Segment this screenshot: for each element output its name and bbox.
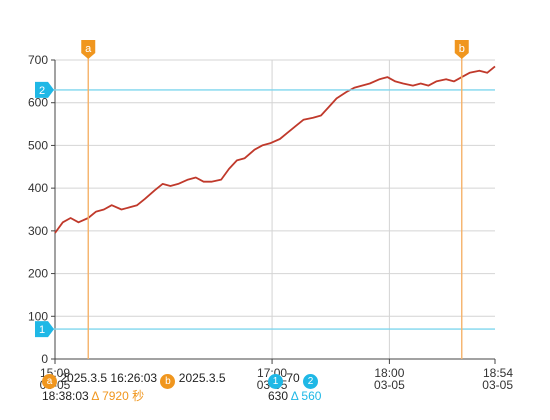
hline-flag-2: [35, 81, 54, 98]
time-readout: a 2025.3.5 16:26:03 b 2025.3.5 18:38:03 …: [42, 371, 226, 404]
x-tick-label: 18:00: [374, 366, 404, 380]
vline-flag-a: [81, 40, 96, 59]
time-b-clock: 18:38:03: [42, 389, 89, 403]
hline-flag-label: 1: [39, 324, 45, 336]
series-line: [54, 65, 496, 234]
y-tick-label: 100: [28, 309, 48, 323]
hline-1-value: 70: [286, 371, 300, 385]
value-readout: 1 70 2 630 Δ 560: [268, 371, 321, 404]
y-tick-label: 500: [28, 138, 48, 152]
series-layer: [54, 65, 496, 234]
y-tick-label: 600: [28, 96, 48, 110]
vline-flag-b: [454, 40, 469, 59]
y-tick-label: 400: [28, 181, 48, 195]
hline-flag-1: [35, 321, 54, 338]
grid-lines: [55, 59, 495, 359]
vline-flag-label: a: [85, 43, 92, 55]
time-b-date: 2025.3.5: [178, 371, 226, 385]
hline-2-badge: 2: [303, 374, 319, 389]
x-tick-date-label: 03-05: [482, 378, 513, 392]
hline-2-value: 630: [268, 389, 289, 403]
hline-flag-label: 2: [39, 85, 45, 97]
time-delta: Δ 7920 秒: [91, 389, 145, 403]
marker-a-badge: a: [42, 374, 57, 389]
axes: 010020030040050060070015:0903-0517:0003-…: [28, 53, 513, 392]
vline-flag-label: b: [459, 43, 465, 55]
value-delta: Δ 560: [290, 389, 322, 403]
x-tick-label: 18:54: [483, 366, 513, 380]
y-tick-label: 300: [28, 224, 48, 238]
y-tick-label: 200: [28, 267, 48, 281]
y-tick-label: 0: [41, 352, 48, 366]
marker-b-badge: b: [160, 374, 176, 389]
hline-1-badge: 1: [268, 374, 283, 389]
marker-layer[interactable]: 1 2 a b: [35, 40, 495, 359]
time-a-value: 2025.3.5 16:26:03: [60, 371, 158, 385]
x-tick-date-label: 03-05: [374, 378, 405, 392]
y-tick-label: 700: [28, 53, 48, 67]
